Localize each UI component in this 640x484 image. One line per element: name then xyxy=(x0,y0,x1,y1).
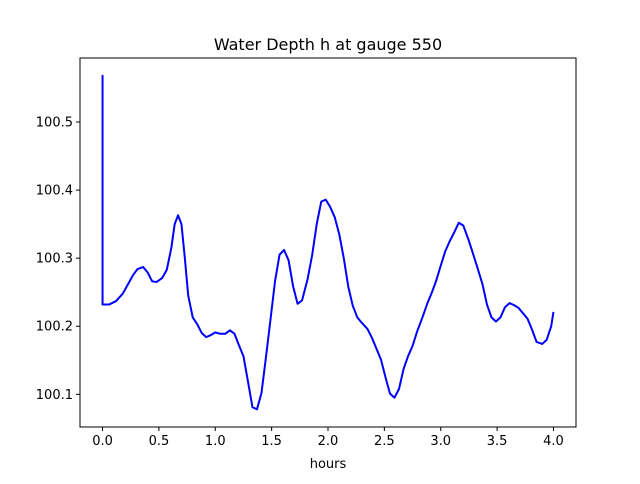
y-tick-label: 100.1 xyxy=(36,388,73,403)
x-tick-label: 2.5 xyxy=(374,434,395,449)
y-tick-label: 100.5 xyxy=(36,115,73,130)
series-line-1 xyxy=(101,74,555,411)
x-tick-label: 4.0 xyxy=(543,434,564,449)
x-tick-label: 0.0 xyxy=(92,434,113,449)
y-tick-label: 100.3 xyxy=(36,252,73,267)
x-tick-label: 0.5 xyxy=(149,434,170,449)
x-tick-label: 3.5 xyxy=(487,434,508,449)
x-tick-label: 1.0 xyxy=(205,434,226,449)
axes: 0.0 0.5 1.0 1.5 2.0 2.5 3.0 3.5 4.0 100.1 100.2 100… xyxy=(36,57,577,449)
x-axis-label: hours xyxy=(310,457,347,472)
x-tick-label: 1.5 xyxy=(261,434,282,449)
x-tick-label: 2.0 xyxy=(318,434,339,449)
y-tick-label: 100.2 xyxy=(36,320,73,335)
chart-title: Water Depth h at gauge 550 xyxy=(214,35,442,54)
y-tick-label: 100.4 xyxy=(36,184,73,199)
plot-area xyxy=(101,74,555,411)
x-tick-label: 3.0 xyxy=(430,434,451,449)
